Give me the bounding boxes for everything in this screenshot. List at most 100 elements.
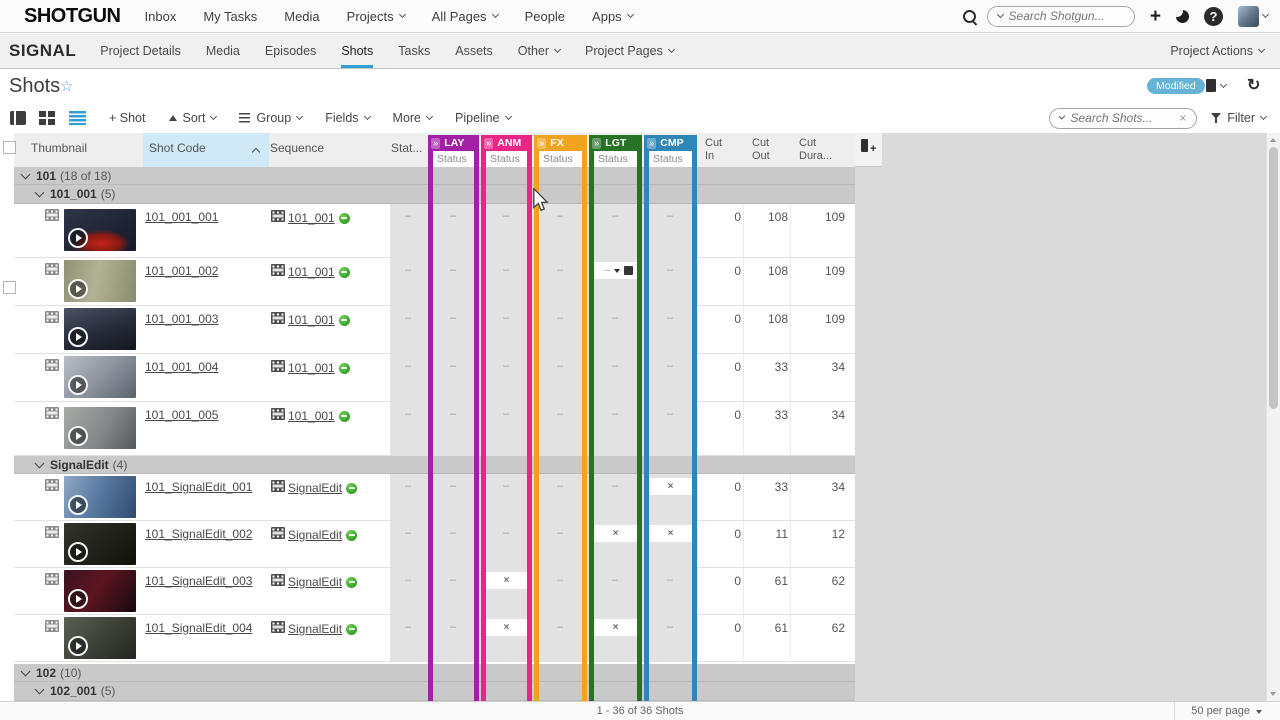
sequence-link[interactable]: SignalEdit <box>288 528 343 542</box>
status-subheader-fx[interactable]: Status <box>539 151 582 167</box>
status-cell-na[interactable]: × <box>486 619 527 636</box>
cut-duration-cell[interactable]: 12 <box>831 527 845 541</box>
shot-filmstrip-icon[interactable] <box>45 310 59 328</box>
collapse-chevron-icon[interactable] <box>34 187 45 198</box>
global-search-box[interactable] <box>986 5 1135 27</box>
play-button-icon[interactable] <box>68 228 88 248</box>
status-cell-empty[interactable]: – <box>502 360 510 372</box>
project-nav-item-other[interactable]: Other <box>518 34 562 68</box>
cut-in-cell[interactable]: 0 <box>734 360 741 374</box>
shotgun-logo[interactable]: SHOTGUN <box>24 4 121 27</box>
play-button-icon[interactable] <box>68 426 88 446</box>
status-subheader-cmp[interactable]: Status <box>649 151 692 167</box>
status-cell-empty[interactable]: – <box>666 264 674 276</box>
status-cell-empty[interactable]: – <box>666 210 674 222</box>
sequence-link[interactable]: SignalEdit <box>288 622 343 636</box>
global-search-input[interactable] <box>1008 9 1124 23</box>
status-cell-empty[interactable]: – <box>556 408 564 420</box>
column-header-sequence[interactable]: Sequence <box>270 141 325 155</box>
scroll-down-arrow[interactable] <box>1270 692 1276 696</box>
shot-code-link[interactable]: 101_SignalEdit_001 <box>145 480 253 494</box>
status-subheader-lgt[interactable]: Status <box>594 151 637 167</box>
shot-filmstrip-icon[interactable] <box>45 406 59 424</box>
cut-duration-cell[interactable]: 62 <box>831 574 845 588</box>
group-row-102_001[interactable]: 102_001 (5) <box>14 682 855 701</box>
sequence-link[interactable]: 101_001 <box>288 265 335 279</box>
project-nav-item-episodes[interactable]: Episodes <box>265 34 316 68</box>
column-header-cut-duration[interactable]: Cut Dura... <box>799 137 833 162</box>
status-cell-empty[interactable]: – <box>449 264 457 276</box>
group-row-101[interactable]: 101 (18 of 18) <box>14 167 855 185</box>
cut-duration-cell[interactable]: 109 <box>824 312 845 326</box>
main-nav-item-all-pages[interactable]: All Pages <box>432 9 499 24</box>
status-cell-empty[interactable]: – <box>502 210 510 222</box>
shot-filmstrip-icon[interactable] <box>45 478 59 496</box>
play-button-icon[interactable] <box>68 279 88 299</box>
cut-out-cell[interactable]: 33 <box>774 480 788 494</box>
cut-in-cell[interactable]: 0 <box>734 527 741 541</box>
shot-code-link[interactable]: 101_SignalEdit_004 <box>145 621 253 635</box>
shot-filmstrip-icon[interactable] <box>45 358 59 376</box>
status-cell-na[interactable]: × <box>649 525 692 542</box>
status-cell-empty[interactable]: – <box>556 210 564 222</box>
add-shot-button[interactable]: + Shot <box>109 111 146 125</box>
main-nav-item-inbox[interactable]: Inbox <box>145 9 177 24</box>
pipeline-column-header-lay[interactable]: » LAY <box>428 135 479 151</box>
collapse-chevron-icon[interactable] <box>20 666 31 676</box>
shot-thumbnail[interactable] <box>64 617 136 659</box>
cut-in-cell[interactable]: 0 <box>734 264 741 278</box>
add-column-button[interactable]: + <box>855 133 882 167</box>
play-button-icon[interactable] <box>68 589 88 609</box>
sequence-cell[interactable]: SignalEdit <box>271 620 358 638</box>
status-cell-empty[interactable]: – <box>556 621 564 633</box>
sequence-cell[interactable]: SignalEdit <box>271 479 358 497</box>
cut-duration-cell[interactable]: 109 <box>824 264 845 278</box>
status-cell-empty[interactable]: – <box>556 574 564 586</box>
expand-column-icon[interactable]: » <box>431 137 441 149</box>
status-cell-na[interactable]: × <box>594 525 637 542</box>
status-cell-empty[interactable]: – <box>404 312 412 324</box>
fields-button[interactable]: Fields <box>325 111 371 125</box>
shot-code-link[interactable]: 101_001_004 <box>145 360 219 374</box>
shot-thumbnail[interactable] <box>64 407 136 449</box>
column-header-cut-out[interactable]: Cut Out <box>752 137 770 162</box>
detail-view-button[interactable] <box>9 110 27 126</box>
pipeline-column-header-lgt[interactable]: » LGT <box>589 135 642 151</box>
cut-out-cell[interactable]: 108 <box>767 210 788 224</box>
sort-button[interactable]: Sort <box>168 111 218 125</box>
status-cell-empty[interactable]: – <box>404 527 412 539</box>
shot-thumbnail[interactable] <box>64 570 136 612</box>
project-nav-item-tasks[interactable]: Tasks <box>398 34 430 68</box>
shot-code-link[interactable]: 101_SignalEdit_003 <box>145 574 253 588</box>
main-nav-item-projects[interactable]: Projects <box>347 9 406 24</box>
refresh-icon[interactable]: ↻ <box>1247 77 1261 94</box>
cut-out-cell[interactable]: 108 <box>767 264 788 278</box>
play-button-icon[interactable] <box>68 542 88 562</box>
main-nav-item-apps[interactable]: Apps <box>592 9 634 24</box>
scroll-up-arrow[interactable] <box>1270 138 1276 142</box>
play-button-icon[interactable] <box>68 495 88 515</box>
status-cell-empty[interactable]: – <box>449 527 457 539</box>
project-nav-item-media[interactable]: Media <box>206 34 240 68</box>
sequence-cell[interactable]: 101_001 <box>271 209 350 227</box>
list-view-button[interactable] <box>68 110 86 126</box>
status-cell-empty[interactable]: – <box>611 360 619 372</box>
shot-filmstrip-icon[interactable] <box>45 262 59 280</box>
status-cell-edit-widget[interactable]: – <box>594 262 637 279</box>
project-actions-button[interactable]: Project Actions <box>1170 44 1266 58</box>
column-header-thumbnail[interactable]: Thumbnail <box>31 141 88 155</box>
status-cell-na[interactable]: × <box>594 619 637 636</box>
sequence-cell[interactable]: 101_001 <box>271 407 350 425</box>
shot-filmstrip-icon[interactable] <box>45 619 59 637</box>
status-cell-empty[interactable]: – <box>404 574 412 586</box>
status-cell-empty[interactable]: – <box>502 408 510 420</box>
pipeline-column-header-anm[interactable]: » ANM <box>481 135 532 151</box>
sequence-cell[interactable]: 101_001 <box>271 359 350 377</box>
sequence-cell[interactable]: 101_001 <box>271 263 350 281</box>
status-cell-empty[interactable]: – <box>556 264 564 276</box>
shot-thumbnail[interactable] <box>64 356 136 398</box>
cut-in-cell[interactable]: 0 <box>734 621 741 635</box>
status-cell-empty[interactable]: – <box>449 312 457 324</box>
column-header-status[interactable]: Stat... <box>391 141 423 155</box>
status-cell-na[interactable]: × <box>486 572 527 589</box>
